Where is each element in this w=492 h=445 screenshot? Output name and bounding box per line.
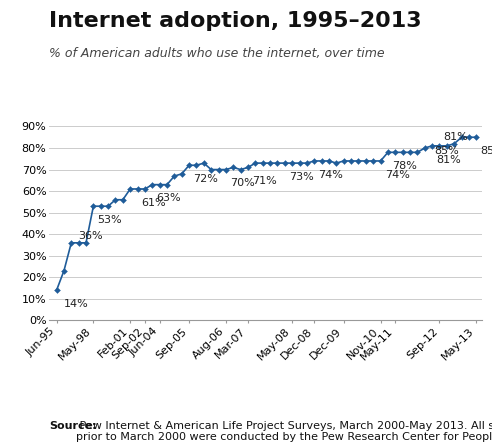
Text: 61%: 61% — [142, 198, 166, 208]
Text: Source:: Source: — [49, 421, 97, 430]
Text: 53%: 53% — [97, 215, 122, 225]
Text: 14%: 14% — [63, 299, 88, 309]
Text: Internet adoption, 1995–2013: Internet adoption, 1995–2013 — [49, 11, 422, 31]
Text: 85%: 85% — [480, 146, 492, 156]
Text: % of American adults who use the internet, over time: % of American adults who use the interne… — [49, 47, 385, 60]
Text: 81%: 81% — [436, 154, 461, 165]
Text: Pew Internet & American Life Project Surveys, March 2000-May 2013. All surveys
p: Pew Internet & American Life Project Sur… — [76, 421, 492, 442]
Text: 78%: 78% — [392, 161, 417, 171]
Text: 81%: 81% — [444, 132, 468, 142]
Text: 73%: 73% — [289, 172, 314, 182]
Text: 85%: 85% — [434, 146, 459, 156]
Text: 74%: 74% — [385, 170, 409, 180]
Text: 36%: 36% — [78, 231, 103, 241]
Text: 72%: 72% — [193, 174, 218, 184]
Text: 63%: 63% — [156, 193, 181, 203]
Text: 70%: 70% — [230, 178, 255, 188]
Text: 74%: 74% — [318, 170, 343, 180]
Text: 71%: 71% — [252, 176, 277, 186]
